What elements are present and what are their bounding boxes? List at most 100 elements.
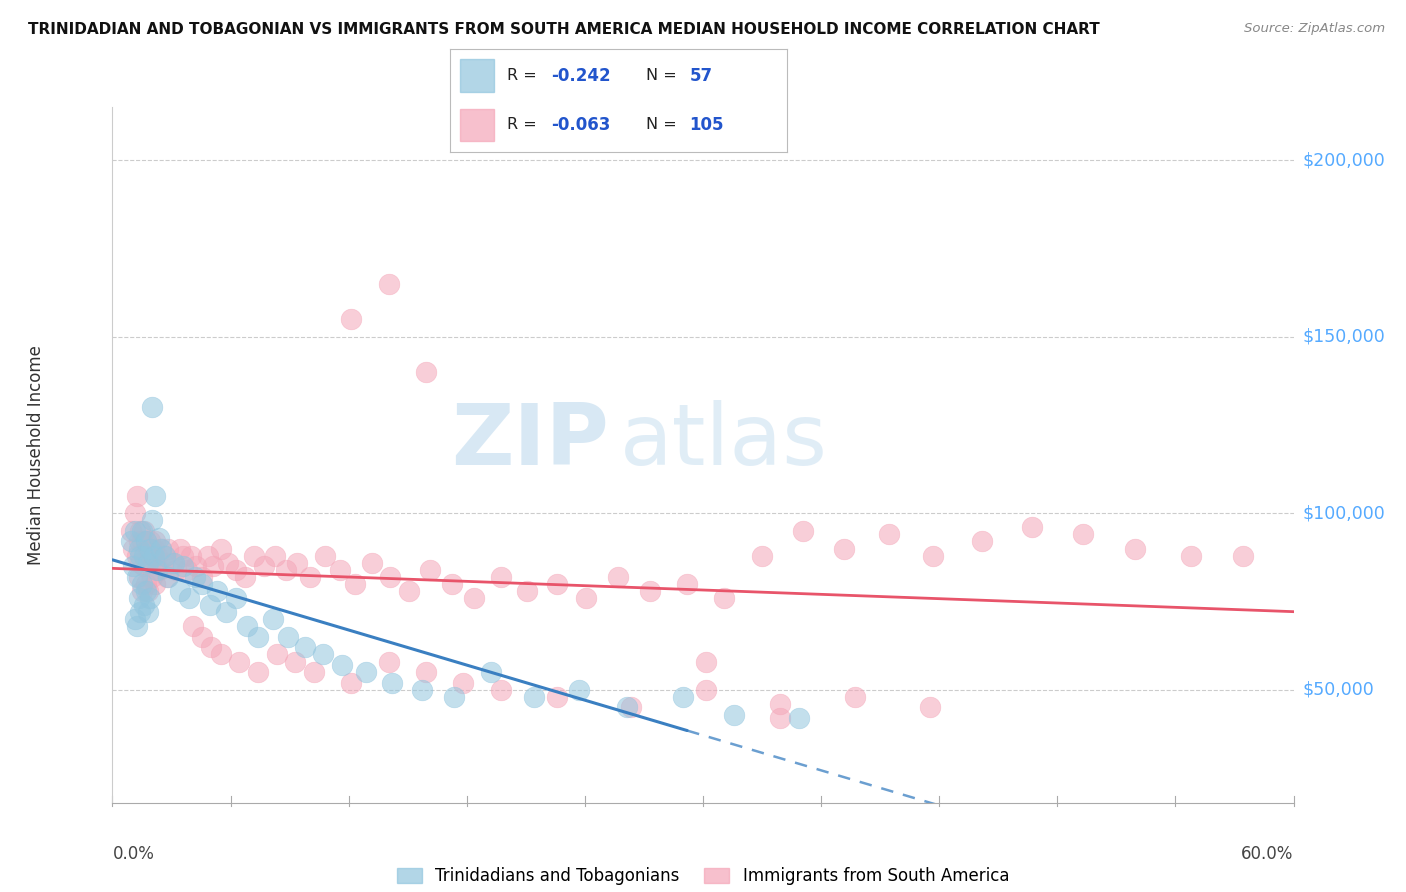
Point (695, 682, 717, 697)
Point (312, 648, 335, 662)
Point (415, 665, 437, 680)
Point (1123, 541, 1146, 556)
Text: atlas: atlas (620, 400, 828, 483)
Point (225, 591, 247, 605)
Text: $100,000: $100,000 (1303, 504, 1385, 522)
Point (243, 549, 266, 563)
Point (131, 583, 153, 598)
Point (152, 556, 174, 570)
Point (751, 549, 773, 563)
Point (263, 549, 285, 563)
Point (150, 541, 173, 556)
Text: ZIP: ZIP (451, 400, 609, 483)
Point (620, 700, 643, 714)
Point (489, 570, 512, 584)
Point (135, 534, 157, 549)
Point (1180, 549, 1202, 563)
Point (299, 570, 322, 584)
Point (217, 556, 239, 570)
Point (209, 648, 232, 662)
Point (463, 591, 485, 605)
Point (180, 549, 202, 563)
Text: 57: 57 (689, 67, 713, 85)
Point (172, 549, 194, 563)
Point (139, 591, 162, 605)
Point (607, 570, 630, 584)
Text: $50,000: $50,000 (1303, 681, 1375, 698)
Point (129, 556, 152, 570)
Point (695, 655, 717, 669)
Point (136, 541, 159, 556)
Point (247, 630, 270, 644)
Point (139, 556, 162, 570)
Point (157, 541, 180, 556)
Point (125, 570, 148, 584)
Legend: Trinidadians and Tobagonians, Immigrants from South America: Trinidadians and Tobagonians, Immigrants… (396, 867, 1010, 885)
Point (200, 640, 222, 655)
Point (181, 619, 204, 633)
Point (128, 534, 150, 549)
Point (191, 577, 214, 591)
Point (380, 570, 402, 584)
Point (186, 559, 208, 574)
Point (163, 556, 186, 570)
Bar (460, 109, 494, 141)
Text: 105: 105 (689, 116, 724, 134)
Point (294, 640, 316, 655)
Point (277, 630, 299, 644)
Point (141, 401, 163, 415)
Point (568, 682, 591, 697)
Point (274, 563, 297, 577)
Point (546, 690, 568, 704)
Point (183, 570, 205, 584)
Point (135, 583, 157, 598)
Point (314, 549, 336, 563)
Point (120, 524, 142, 538)
Point (1071, 527, 1094, 541)
Point (145, 577, 167, 591)
Point (344, 577, 367, 591)
Point (285, 556, 308, 570)
Point (1232, 549, 1254, 563)
Text: TRINIDADIAN AND TOBAGONIAN VS IMMIGRANTS FROM SOUTH AMERICA MEDIAN HOUSEHOLD INC: TRINIDADIAN AND TOBAGONIAN VS IMMIGRANTS… (28, 22, 1099, 37)
Point (546, 577, 568, 591)
Point (415, 365, 437, 379)
Point (129, 524, 152, 538)
Point (145, 489, 167, 503)
Point (128, 541, 150, 556)
Point (441, 577, 464, 591)
Point (672, 690, 695, 704)
Point (176, 563, 198, 577)
Point (489, 682, 512, 697)
Point (169, 541, 191, 556)
Point (135, 534, 157, 549)
Point (215, 605, 238, 619)
Point (136, 605, 159, 619)
Point (262, 612, 284, 626)
Point (124, 612, 146, 626)
Point (134, 559, 156, 574)
Point (197, 549, 219, 563)
Point (142, 556, 165, 570)
Point (225, 563, 247, 577)
Point (354, 665, 377, 680)
Point (122, 559, 145, 574)
Text: Median Household Income: Median Household Income (27, 345, 45, 565)
Point (330, 658, 353, 673)
Point (377, 655, 399, 669)
Point (148, 563, 170, 577)
Point (153, 549, 176, 563)
Point (877, 527, 900, 541)
Point (918, 700, 941, 714)
Point (191, 630, 214, 644)
Point (145, 534, 167, 549)
Point (202, 559, 225, 574)
Point (266, 648, 288, 662)
Point (516, 583, 538, 598)
Point (128, 591, 150, 605)
Point (398, 583, 420, 598)
Point (451, 675, 474, 690)
Point (131, 577, 153, 591)
Point (381, 675, 404, 690)
Point (411, 682, 433, 697)
